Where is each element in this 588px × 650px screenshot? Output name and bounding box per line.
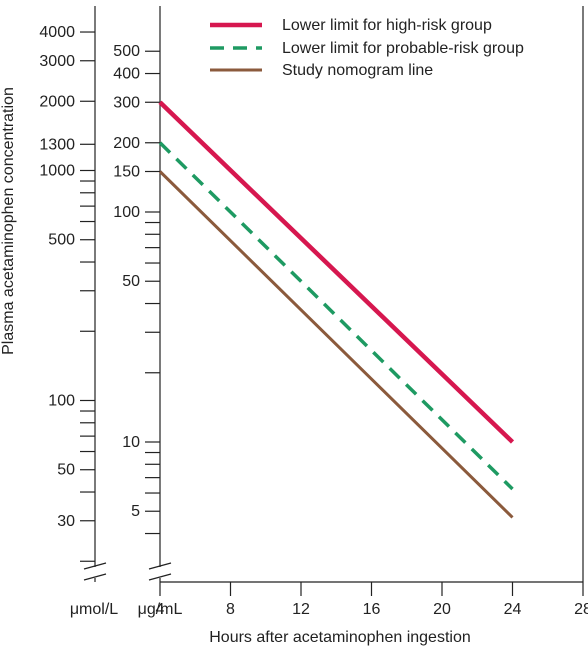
- x-tick-label: 20: [433, 601, 451, 618]
- y-axis-title: Plasma acetaminophen concentration: [0, 87, 17, 355]
- probable-risk-line: [158, 141, 514, 491]
- ugml-tick-label: 5: [131, 503, 140, 520]
- umol-tick-label: 100: [48, 392, 75, 409]
- umol-tick-label: 1000: [39, 162, 75, 179]
- x-tick-label: 24: [504, 601, 522, 618]
- ugml-tick-label: 500: [113, 43, 140, 60]
- umol-unit-label: μmol/L: [70, 601, 118, 618]
- ugml-tick-label: 300: [113, 94, 140, 111]
- umol-axis-break: [83, 562, 107, 581]
- ugml-tick-label: 400: [113, 66, 140, 83]
- umol-tick-label: 30: [57, 513, 75, 530]
- high-risk-line: [158, 100, 515, 444]
- umol-axis-ticks: 4000 3000 2000 1300 1000 500 100 50 30: [39, 24, 95, 562]
- x-tick-label: 12: [292, 601, 310, 618]
- ugml-tick-label: 150: [113, 163, 140, 180]
- ugml-axis-ticks: 500 400 300 200 150 100 50 10 5: [113, 43, 160, 535]
- umol-tick-label: 4000: [39, 24, 75, 41]
- legend-label-probable-risk: Lower limit for probable-risk group: [282, 40, 524, 57]
- legend-label-study-line: Study nomogram line: [282, 62, 433, 79]
- ugml-tick-label: 200: [113, 135, 140, 152]
- x-tick-label: 4: [156, 601, 165, 618]
- legend-label-high-risk: Lower limit for high-risk group: [282, 17, 492, 34]
- series-lines: [158, 100, 515, 519]
- x-axis-ticks: 4 8 12 16 20 24 28: [156, 582, 588, 618]
- ugml-tick-label: 100: [113, 204, 140, 221]
- ugml-tick-label: 10: [122, 434, 140, 451]
- umol-tick-label: 3000: [39, 53, 75, 70]
- ugml-unit-label: μg/mL: [138, 601, 183, 618]
- study-nomogram-line: [158, 170, 514, 519]
- x-axis-title: Hours after acetaminophen ingestion: [209, 629, 471, 646]
- x-tick-label: 16: [363, 601, 381, 618]
- x-tick-label: 28: [574, 601, 588, 618]
- umol-tick-label: 50: [57, 462, 75, 479]
- x-tick-label: 8: [226, 601, 235, 618]
- ugml-tick-label: 50: [122, 273, 140, 290]
- ugml-axis-break: [148, 562, 172, 581]
- umol-tick-label: 1300: [39, 136, 75, 153]
- umol-tick-label: 2000: [39, 93, 75, 110]
- legend: Lower limit for high-risk group Lower li…: [210, 17, 524, 79]
- umol-tick-label: 500: [48, 232, 75, 249]
